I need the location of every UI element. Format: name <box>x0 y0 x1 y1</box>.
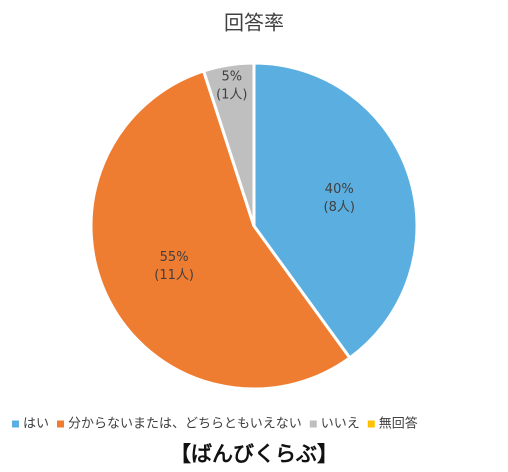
count-label: (11人) <box>154 268 194 283</box>
legend-swatch <box>12 420 19 428</box>
count-label: (8人) <box>324 200 355 215</box>
legend-swatch <box>57 420 65 428</box>
legend-label: 無回答 <box>379 416 418 432</box>
pie-slice <box>89 69 352 391</box>
count-label: (1人) <box>216 87 247 102</box>
chart-title: 回答率 <box>224 11 284 35</box>
legend-label: 分からないまたは、どちらともいえない <box>68 417 302 432</box>
legend-label: はい <box>23 417 49 432</box>
data-label: 55% <box>160 250 189 265</box>
legend-swatch <box>309 420 317 428</box>
caption: 【ばんびくらぶ】 <box>170 442 338 466</box>
legend-label: いいえ <box>321 417 360 432</box>
data-label: 5% <box>222 69 243 84</box>
data-label: 40% <box>325 182 354 197</box>
pie-slice <box>201 61 256 227</box>
pie-slice <box>252 61 419 360</box>
legend-swatch <box>367 420 375 428</box>
